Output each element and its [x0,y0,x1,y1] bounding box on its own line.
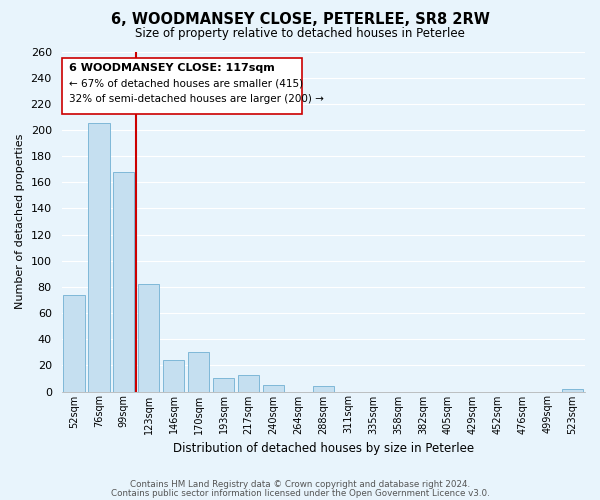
Text: Contains public sector information licensed under the Open Government Licence v3: Contains public sector information licen… [110,488,490,498]
Bar [188,352,209,392]
Bar [163,360,184,392]
Bar [238,374,259,392]
Text: ← 67% of detached houses are smaller (415): ← 67% of detached houses are smaller (41… [70,78,304,88]
Text: Contains HM Land Registry data © Crown copyright and database right 2024.: Contains HM Land Registry data © Crown c… [130,480,470,489]
Bar [562,389,583,392]
Text: 32% of semi-detached houses are larger (200) →: 32% of semi-detached houses are larger (… [70,94,324,104]
Bar [113,172,134,392]
Bar [138,284,160,392]
Bar [263,385,284,392]
X-axis label: Distribution of detached houses by size in Peterlee: Distribution of detached houses by size … [173,442,474,455]
Y-axis label: Number of detached properties: Number of detached properties [15,134,25,309]
Bar [313,386,334,392]
Text: Size of property relative to detached houses in Peterlee: Size of property relative to detached ho… [135,28,465,40]
Bar [88,124,110,392]
Bar [213,378,234,392]
Text: 6, WOODMANSEY CLOSE, PETERLEE, SR8 2RW: 6, WOODMANSEY CLOSE, PETERLEE, SR8 2RW [110,12,490,28]
Text: 6 WOODMANSEY CLOSE: 117sqm: 6 WOODMANSEY CLOSE: 117sqm [70,64,275,74]
Bar [64,294,85,392]
FancyBboxPatch shape [62,58,302,114]
